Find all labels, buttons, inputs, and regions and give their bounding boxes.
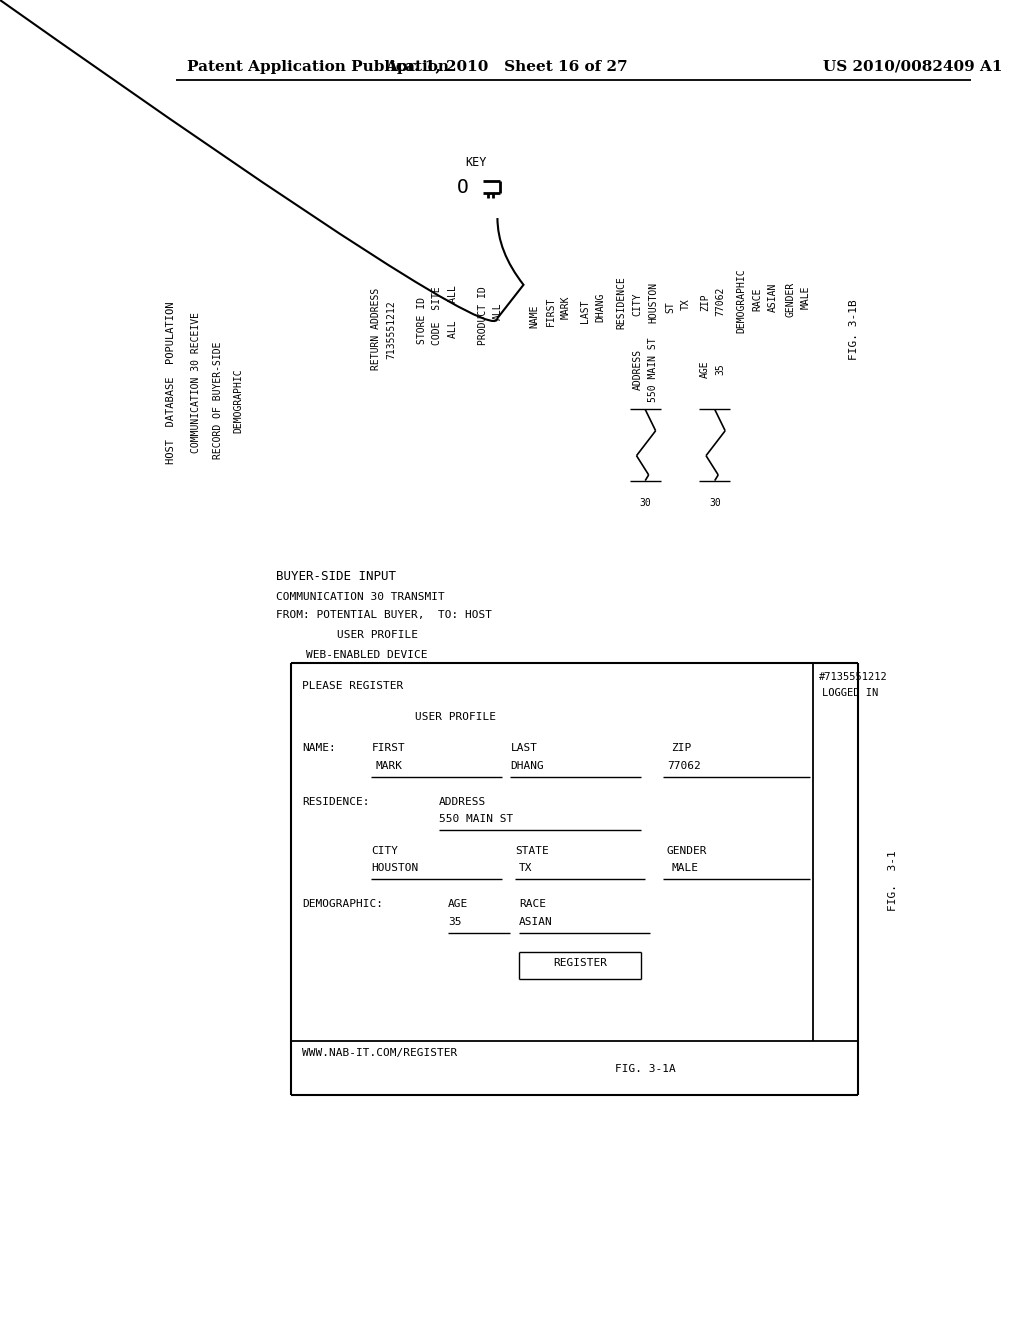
Text: 77062: 77062: [667, 760, 700, 771]
Text: DHANG: DHANG: [511, 760, 544, 771]
Text: COMMUNICATION 30 TRANSMIT: COMMUNICATION 30 TRANSMIT: [275, 591, 444, 602]
Text: BUYER-SIDE INPUT: BUYER-SIDE INPUT: [275, 570, 395, 582]
Text: PLEASE REGISTER: PLEASE REGISTER: [302, 681, 403, 690]
Text: LAST: LAST: [511, 743, 538, 754]
Text: MALE: MALE: [672, 863, 698, 874]
Text: STATE: STATE: [515, 846, 549, 855]
Text: ALL   ALL: ALL ALL: [449, 285, 458, 338]
Text: US 2010/0082409 A1: US 2010/0082409 A1: [823, 59, 1002, 74]
Text: #7135551212: #7135551212: [819, 672, 888, 682]
Text: AGE: AGE: [447, 899, 468, 909]
Text: 7135551212: 7135551212: [386, 300, 396, 359]
Text: DEMOGRAPHIC: DEMOGRAPHIC: [233, 368, 244, 433]
Text: RACE: RACE: [753, 288, 762, 310]
Text: FIRST: FIRST: [372, 743, 406, 754]
Text: HOST  DATABASE  POPULATION: HOST DATABASE POPULATION: [167, 301, 176, 463]
Text: PRODUCT ID: PRODUCT ID: [477, 286, 487, 346]
Text: 30: 30: [709, 499, 721, 508]
Text: 30: 30: [639, 499, 651, 508]
Text: STORE ID: STORE ID: [417, 297, 427, 345]
Text: FIG. 3-1B: FIG. 3-1B: [849, 298, 859, 359]
Text: ADDRESS: ADDRESS: [439, 796, 486, 807]
Text: USER PROFILE: USER PROFILE: [415, 711, 496, 722]
Text: HOUSTON: HOUSTON: [648, 282, 658, 323]
Text: NAME:: NAME:: [302, 743, 336, 754]
Text: RECORD OF BUYER-SIDE: RECORD OF BUYER-SIDE: [213, 342, 223, 459]
Text: HOUSTON: HOUSTON: [372, 863, 419, 874]
Text: TX: TX: [519, 863, 532, 874]
Text: LOGGED IN: LOGGED IN: [821, 688, 878, 698]
Text: MARK: MARK: [561, 296, 571, 319]
Text: 550 MAIN ST: 550 MAIN ST: [439, 814, 513, 825]
Text: TX: TX: [681, 298, 691, 310]
Text: ZIP: ZIP: [672, 743, 691, 754]
Text: GENDER: GENDER: [785, 281, 796, 317]
Text: 550 MAIN ST: 550 MAIN ST: [648, 337, 658, 401]
Text: REGISTER: REGISTER: [553, 958, 607, 968]
Text: DEMOGRAPHIC:: DEMOGRAPHIC:: [302, 899, 383, 909]
Text: DHANG: DHANG: [596, 292, 606, 322]
Text: WWW.NAB-IT.COM/REGISTER: WWW.NAB-IT.COM/REGISTER: [302, 1048, 457, 1059]
Text: ASIAN: ASIAN: [768, 282, 778, 312]
Text: WEB-ENABLED DEVICE: WEB-ENABLED DEVICE: [306, 649, 428, 660]
Text: KEY: KEY: [465, 156, 486, 169]
Text: DEMOGRAPHIC: DEMOGRAPHIC: [736, 268, 746, 333]
Text: FIG.  3-1: FIG. 3-1: [888, 850, 898, 912]
Text: GENDER: GENDER: [667, 846, 708, 855]
Text: ALL: ALL: [494, 302, 503, 321]
Text: CITY: CITY: [633, 293, 642, 315]
Text: 77062: 77062: [716, 286, 726, 315]
Text: Patent Application Publication: Patent Application Publication: [187, 59, 450, 74]
Text: AGE: AGE: [700, 360, 711, 378]
Text: FIG. 3-1A: FIG. 3-1A: [614, 1064, 676, 1073]
Text: 35: 35: [447, 916, 462, 927]
Text: LAST: LAST: [581, 300, 590, 323]
Text: ZIP: ZIP: [700, 294, 711, 312]
Text: ADDRESS: ADDRESS: [633, 348, 642, 389]
Text: RACE: RACE: [519, 899, 546, 909]
Text: RESIDENCE:: RESIDENCE:: [302, 796, 370, 807]
Text: 35: 35: [716, 363, 726, 375]
Text: ST: ST: [666, 301, 676, 313]
Text: CODE  SITE: CODE SITE: [432, 286, 442, 346]
Text: O: O: [457, 178, 469, 197]
Text: Apr. 1, 2010   Sheet 16 of 27: Apr. 1, 2010 Sheet 16 of 27: [385, 59, 628, 74]
Text: RESIDENCE: RESIDENCE: [616, 276, 627, 329]
Text: COMMUNICATION 30 RECEIVE: COMMUNICATION 30 RECEIVE: [190, 313, 201, 453]
Text: RETURN ADDRESS: RETURN ADDRESS: [371, 288, 381, 371]
Text: USER PROFILE: USER PROFILE: [337, 630, 418, 640]
Text: MARK: MARK: [376, 760, 402, 771]
Text: FROM: POTENTIAL BUYER,  TO: HOST: FROM: POTENTIAL BUYER, TO: HOST: [275, 610, 492, 619]
Text: CITY: CITY: [372, 846, 398, 855]
Text: NAME: NAME: [529, 304, 540, 327]
Text: ASIAN: ASIAN: [519, 916, 553, 927]
Text: MALE: MALE: [801, 285, 811, 309]
Text: FIRST: FIRST: [546, 297, 555, 326]
